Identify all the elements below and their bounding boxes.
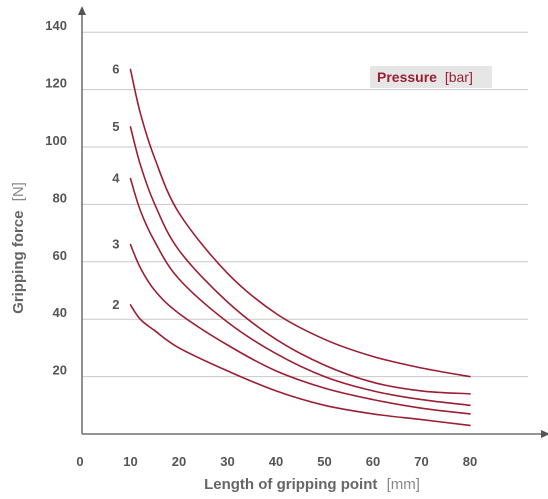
y-axis-label: Gripping force [10, 211, 27, 314]
series-label-4: 4 [112, 171, 120, 186]
x-tick-labels: 0 10 20 30 40 50 60 70 80 [76, 454, 477, 469]
series-label-5: 5 [112, 119, 119, 134]
series-label-6: 6 [112, 62, 119, 77]
y-tick-40: 40 [53, 305, 67, 320]
legend-title: Pressure [377, 69, 437, 85]
x-tick-40: 40 [269, 454, 283, 469]
grid-lines [82, 31, 528, 378]
svg-text:Pressure [bar]: Pressure [bar] [377, 69, 473, 85]
x-tick-50: 50 [317, 454, 331, 469]
y-tick-labels: 20 40 60 80 100 120 140 [45, 18, 67, 377]
y-tick-100: 100 [45, 133, 67, 148]
series-line-6-bar [129, 68, 471, 378]
legend-unit: [bar] [445, 69, 473, 85]
x-tick-10: 10 [123, 454, 137, 469]
x-tick-30: 30 [220, 454, 234, 469]
y-tick-140: 140 [45, 18, 67, 33]
y-tick-20: 20 [53, 363, 67, 378]
x-axis-unit: [mm] [387, 476, 420, 493]
y-tick-120: 120 [45, 76, 67, 91]
series-line-2-bar [129, 304, 471, 427]
legend: Pressure [bar] [370, 66, 492, 88]
y-axis-unit: [N] [10, 182, 27, 201]
y-tick-60: 60 [53, 248, 67, 263]
y-tick-80: 80 [53, 190, 67, 205]
series-line-3-bar [129, 243, 471, 415]
series-labels: 2 3 4 5 6 [112, 62, 120, 312]
x-axis-title: Length of gripping point [mm] [204, 476, 420, 493]
y-axis-title: Gripping force [N] [10, 182, 27, 314]
series-label-3: 3 [112, 237, 119, 252]
legend-background [370, 66, 492, 88]
x-tick-80: 80 [463, 454, 477, 469]
series-line-4-bar [129, 177, 471, 407]
series-lines [129, 68, 471, 427]
x-tick-20: 20 [172, 454, 186, 469]
axes [78, 6, 548, 438]
series-line-5-bar [129, 126, 471, 395]
x-tick-70: 70 [414, 454, 428, 469]
x-tick-0: 0 [76, 454, 83, 469]
x-axis-label: Length of gripping point [204, 476, 377, 493]
x-tick-60: 60 [366, 454, 380, 469]
series-label-2: 2 [112, 297, 119, 312]
